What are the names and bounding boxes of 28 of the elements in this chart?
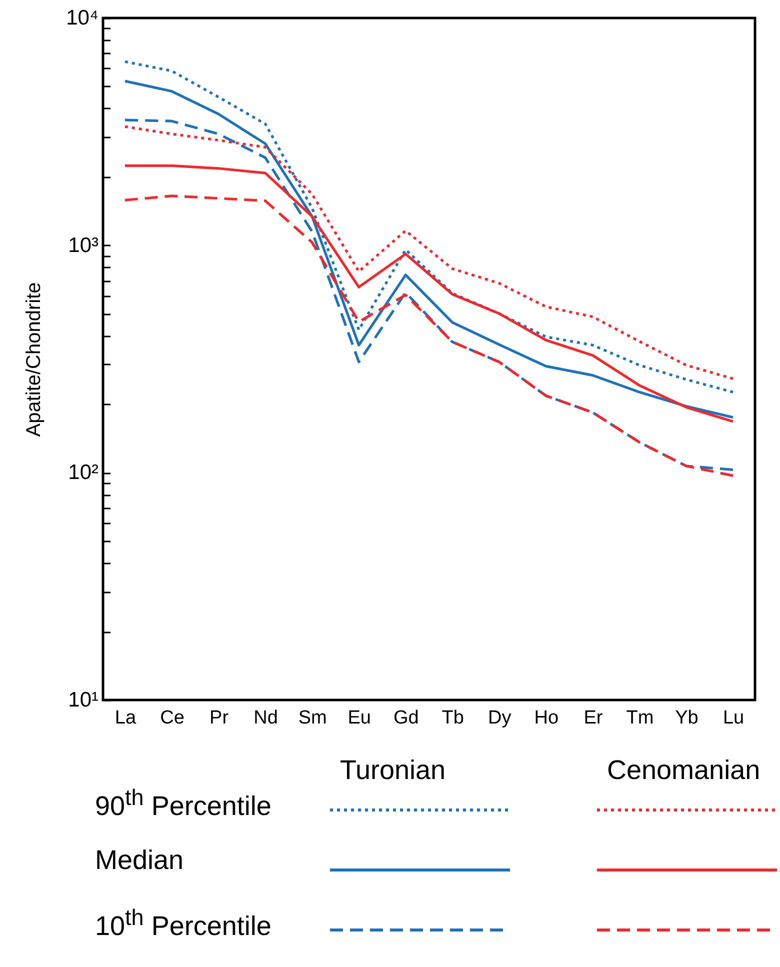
text: 10$^{th}$ Percentile: [95, 905, 272, 942]
y-tick-label: 10³: [68, 234, 98, 257]
y-tick-label: 10²: [68, 461, 98, 484]
line-series: [124, 164, 734, 423]
x-tick-label: Nd: [254, 708, 278, 728]
line-series: [124, 194, 734, 477]
text: Cenomanian: [607, 755, 760, 786]
x-tick-label: La: [114, 708, 136, 728]
line-series: [124, 125, 734, 380]
x-tick-label: Pr: [210, 708, 230, 728]
x-tick-label: Lu: [722, 708, 744, 728]
x-tick-label: Dy: [488, 708, 512, 728]
y-tick-label: 10¹: [68, 688, 98, 712]
x-tick-label: Tb: [442, 708, 464, 728]
x-tick-label: Gd: [393, 708, 419, 728]
x-tick-label: Sm: [298, 708, 327, 728]
text: Median: [95, 845, 184, 876]
y-axis-title: Apatite/Chondrite: [23, 282, 46, 437]
text: 90$^{th}$ Percentile: [95, 785, 272, 822]
x-tick-label: Ce: [160, 708, 184, 728]
x-tick-label: Tm: [626, 708, 654, 728]
line-series: [124, 118, 734, 472]
y-tick-label: 10⁴: [66, 6, 98, 30]
x-tick-label: Ho: [534, 708, 559, 728]
text: Turonian: [340, 755, 446, 786]
x-tick-label: Er: [584, 708, 604, 728]
x-tick-label: Eu: [348, 708, 371, 728]
x-tick-label: Yb: [675, 708, 698, 728]
